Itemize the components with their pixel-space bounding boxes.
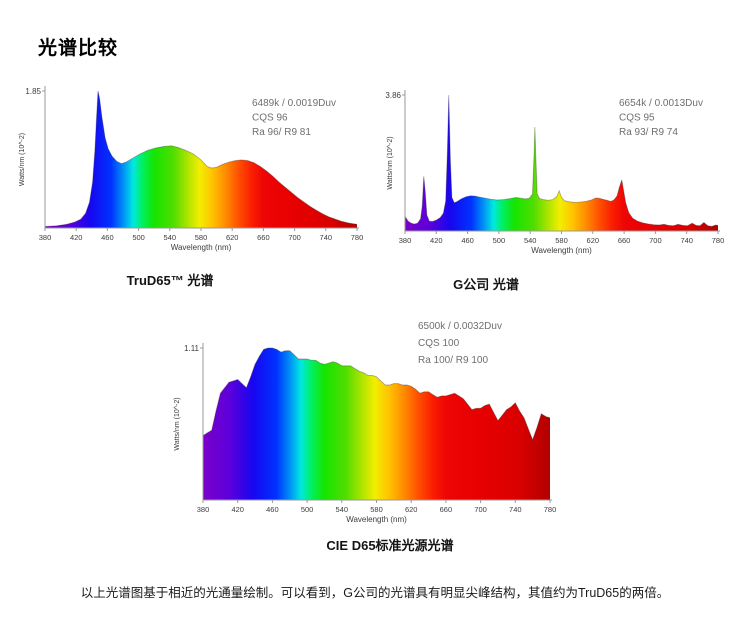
- svg-text:580: 580: [195, 233, 208, 242]
- svg-text:660: 660: [257, 233, 270, 242]
- svg-text:Ra 100/ R9 100: Ra 100/ R9 100: [418, 355, 488, 366]
- chart-companyg-spectrum: 3.86 380 420 460 500 540 580 620 660 700 740 780 Wav…: [385, 78, 735, 265]
- svg-text:620: 620: [587, 236, 600, 245]
- cied65-spectrum-svg: 1.11 380 420 460 500 540 580 620 660 700 740 780 Wav…: [174, 321, 557, 524]
- chart-caption-companyg: G公司 光谱: [453, 277, 519, 292]
- svg-text:CQS 95: CQS 95: [619, 113, 655, 124]
- svg-text:700: 700: [288, 233, 301, 242]
- footnote-text: 以上光谱图基于相近的光通量绘制。可以看到，G公司的光谱具有明显尖峰结构，其值约为…: [80, 585, 670, 600]
- svg-text:380: 380: [197, 505, 210, 514]
- svg-text:460: 460: [266, 505, 279, 514]
- svg-text:540: 540: [524, 236, 537, 245]
- chart-trud65-spectrum: 1.85 380 420 460 500 540 580 620 660 700 740 780 Wav…: [14, 78, 370, 265]
- svg-text:620: 620: [226, 233, 239, 242]
- companyg-spectrum-svg: 3.86 380 420 460 500 540 580 620 660 700 740 780 Wav…: [385, 90, 725, 255]
- svg-text:Watts/nm (10^-2): Watts/nm (10^-2): [19, 133, 26, 186]
- svg-text:420: 420: [70, 233, 83, 242]
- svg-text:660: 660: [440, 505, 453, 514]
- svg-text:500: 500: [132, 233, 145, 242]
- svg-text:6500k / 0.0032Duv: 6500k / 0.0032Duv: [418, 321, 502, 332]
- svg-text:580: 580: [370, 505, 383, 514]
- svg-text:380: 380: [39, 233, 52, 242]
- svg-text:Wavelength (nm): Wavelength (nm): [531, 246, 592, 255]
- svg-text:740: 740: [509, 505, 522, 514]
- svg-text:780: 780: [712, 236, 725, 245]
- svg-text:500: 500: [493, 236, 506, 245]
- svg-text:6489k / 0.0019Duv: 6489k / 0.0019Duv: [252, 98, 336, 109]
- svg-text:Wavelength (nm): Wavelength (nm): [346, 515, 407, 524]
- svg-text:740: 740: [320, 233, 333, 242]
- svg-text:540: 540: [164, 233, 177, 242]
- svg-text:420: 420: [430, 236, 443, 245]
- svg-text:460: 460: [461, 236, 474, 245]
- svg-text:460: 460: [101, 233, 114, 242]
- svg-text:380: 380: [399, 236, 412, 245]
- svg-text:Watts/nm (10^-2): Watts/nm (10^-2): [174, 397, 181, 450]
- svg-text:CQS 100: CQS 100: [418, 338, 460, 349]
- page-title: 光谱比较: [38, 37, 119, 59]
- svg-text:700: 700: [474, 505, 487, 514]
- svg-text:580: 580: [555, 236, 568, 245]
- chart-caption-cied65: CIE D65标准光源光谱: [326, 538, 454, 553]
- svg-text:540: 540: [336, 505, 349, 514]
- svg-text:Ra 96/ R9 81: Ra 96/ R9 81: [252, 127, 311, 138]
- svg-text:1.11: 1.11: [184, 344, 200, 353]
- svg-text:740: 740: [680, 236, 693, 245]
- svg-text:420: 420: [231, 505, 244, 514]
- svg-text:CQS 96: CQS 96: [252, 113, 288, 124]
- svg-text:Wavelength (nm): Wavelength (nm): [171, 243, 232, 252]
- svg-text:500: 500: [301, 505, 314, 514]
- chart-caption-trud65: TruD65™ 光谱: [126, 273, 214, 288]
- svg-text:Watts/nm (10^-2): Watts/nm (10^-2): [387, 136, 394, 189]
- svg-text:3.86: 3.86: [385, 91, 401, 100]
- svg-text:6654k / 0.0013Duv: 6654k / 0.0013Duv: [619, 98, 703, 109]
- svg-text:780: 780: [544, 505, 557, 514]
- svg-text:1.85: 1.85: [25, 87, 41, 96]
- svg-text:660: 660: [618, 236, 631, 245]
- trud65-spectrum-svg: 1.85 380 420 460 500 540 580 620 660 700 740 780 Wav…: [19, 86, 364, 252]
- svg-text:Ra 93/ R9 74: Ra 93/ R9 74: [619, 127, 678, 138]
- svg-text:780: 780: [351, 233, 364, 242]
- svg-text:700: 700: [649, 236, 662, 245]
- svg-text:620: 620: [405, 505, 418, 514]
- chart-cied65-spectrum: 1.11 380 420 460 500 540 580 620 660 700 740 780 Wav…: [163, 310, 575, 540]
